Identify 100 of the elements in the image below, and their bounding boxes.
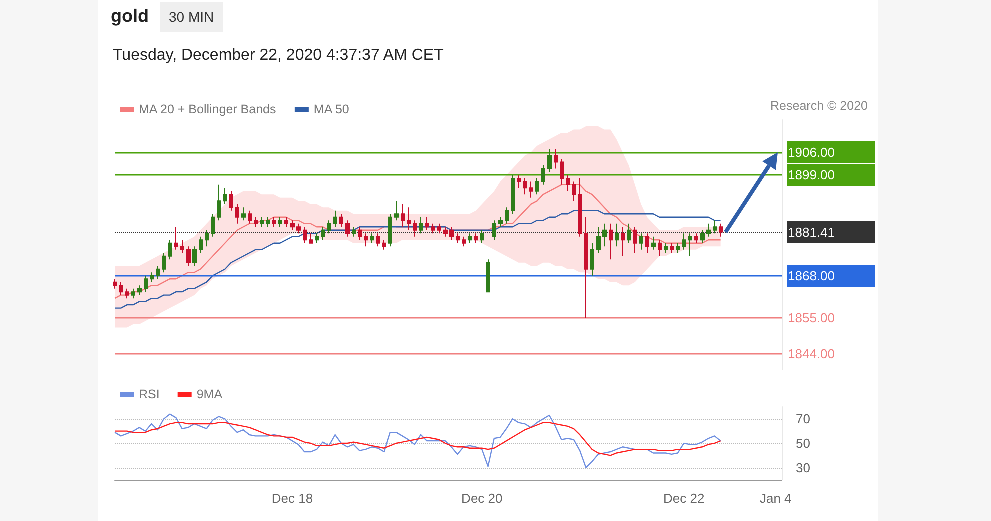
candlestick	[407, 207, 411, 231]
legend-label: RSI	[139, 388, 160, 402]
y-tick-label: 70	[796, 412, 810, 427]
candlestick	[676, 242, 680, 254]
candlestick	[578, 178, 582, 238]
candlestick	[621, 226, 625, 257]
candlestick	[584, 216, 588, 319]
candlestick	[719, 223, 723, 238]
candlestick	[645, 233, 649, 254]
candlestick	[480, 230, 484, 244]
candlestick	[535, 178, 539, 196]
candlestick	[192, 246, 197, 267]
candlestick	[376, 233, 380, 248]
candlestick	[241, 207, 246, 222]
candlestick	[688, 233, 692, 257]
candlestick	[199, 236, 203, 254]
candlestick	[284, 216, 288, 228]
candlestick	[229, 190, 233, 212]
legend-label: MA 50	[314, 102, 350, 116]
candlestick	[566, 174, 570, 192]
candlestick	[413, 220, 417, 238]
candlestick	[462, 236, 466, 248]
x-tick-label: Dec 18	[272, 491, 314, 506]
y-tick-label: 1899.00	[788, 168, 835, 183]
candlestick	[498, 216, 503, 228]
candlestick	[113, 278, 117, 290]
candlestick	[529, 181, 533, 198]
candlestick	[144, 275, 148, 293]
text: Research © 2020	[770, 99, 868, 113]
candlestick	[205, 230, 209, 248]
candlestick	[254, 216, 258, 228]
candlestick	[572, 181, 576, 202]
candlestick	[223, 188, 227, 205]
candlestick	[260, 216, 264, 228]
candlestick	[419, 216, 423, 234]
candlestick	[609, 223, 613, 260]
candlestick	[431, 223, 435, 234]
y-tick-label: 50	[796, 436, 810, 451]
candlestick	[162, 252, 166, 274]
candlestick	[627, 223, 631, 244]
candlestick	[358, 226, 362, 241]
candlestick	[382, 240, 386, 250]
candlestick	[615, 223, 619, 248]
y-tick-label: 1844.00	[788, 346, 835, 362]
y-tick-label: 1881.41	[788, 224, 835, 240]
candlestick	[651, 236, 656, 250]
candlestick	[168, 240, 172, 260]
candlestick	[388, 214, 392, 248]
candlestick	[315, 233, 319, 244]
candlestick	[125, 288, 129, 300]
candlestick	[131, 288, 135, 300]
candlestick	[682, 233, 686, 250]
candlestick	[541, 164, 545, 186]
y-tick-label: 1868.00	[788, 268, 835, 284]
candlestick	[554, 148, 558, 170]
chart-subtitle: 30 MIN	[160, 2, 224, 32]
candlestick	[248, 210, 252, 224]
candlestick	[590, 242, 594, 276]
chart-title: gold	[111, 6, 149, 27]
candlestick	[517, 174, 521, 189]
candlestick	[486, 259, 490, 293]
candlestick	[150, 272, 154, 283]
candlestick	[633, 226, 637, 254]
y-tick-label: 1855.00	[788, 310, 835, 326]
candlestick	[364, 233, 368, 248]
candlestick	[523, 178, 527, 196]
candlestick	[547, 148, 552, 172]
x-tick-label: Dec 20	[462, 491, 503, 506]
line-series	[114, 414, 722, 468]
candlestick	[370, 233, 374, 244]
candlestick	[339, 214, 343, 228]
candlestick	[437, 223, 441, 234]
candlestick	[694, 233, 698, 244]
line-series	[114, 210, 722, 309]
candlestick	[321, 226, 325, 241]
candlestick	[401, 204, 405, 228]
candlestick	[327, 220, 331, 234]
candlestick	[664, 242, 668, 254]
x-tick-label: Jan 4	[760, 491, 792, 506]
candlestick	[425, 216, 429, 231]
candlestick	[278, 216, 282, 228]
candlestick	[456, 233, 460, 244]
y-tick-label: 1906.00	[788, 144, 835, 160]
candlestick	[670, 242, 674, 254]
candlestick	[211, 214, 215, 238]
candlestick	[272, 216, 276, 228]
candlestick	[309, 233, 313, 244]
candlestick	[511, 174, 515, 215]
candlestick	[186, 246, 191, 267]
candlestick	[352, 226, 356, 238]
candlestick	[474, 233, 478, 244]
legend-label: MA 20 + Bollinger Bands	[139, 102, 276, 116]
legend-label: 9MA	[196, 388, 224, 402]
candlestick	[639, 233, 643, 250]
x-tick-label: Dec 22	[663, 491, 705, 506]
candlestick	[345, 220, 350, 238]
line-series	[114, 422, 722, 456]
candlestick	[333, 210, 337, 228]
candlestick	[713, 220, 717, 234]
candlestick	[266, 216, 270, 228]
